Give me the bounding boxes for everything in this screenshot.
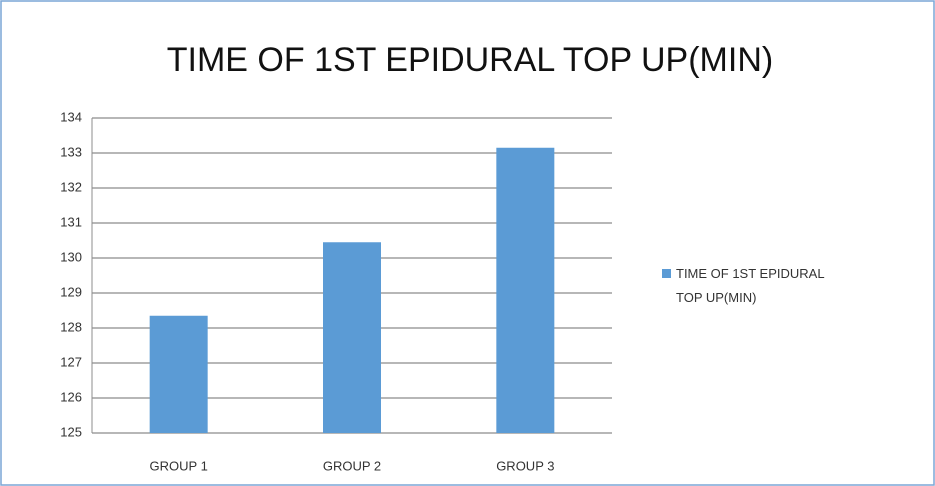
legend-label: TIME OF 1ST EPIDURAL TOP UP(MIN)	[676, 266, 825, 305]
y-tick-label: 130	[60, 249, 82, 264]
y-tick-label: 131	[60, 214, 82, 229]
y-tick-label: 128	[60, 319, 82, 334]
y-tick-label: 132	[60, 179, 82, 194]
legend-swatch	[662, 269, 671, 278]
chart-title: TIME OF 1ST EPIDURAL TOP UP(MIN)	[167, 41, 773, 79]
bar	[149, 315, 208, 433]
y-tick-label: 134	[60, 109, 82, 124]
y-tick-label: 129	[60, 284, 82, 299]
y-tick-label: 133	[60, 144, 82, 159]
y-tick-label: 127	[60, 354, 82, 369]
x-tick-label: GROUP 3	[496, 458, 554, 473]
bar	[496, 147, 555, 433]
x-tick-label: GROUP 1	[150, 458, 208, 473]
y-tick-label: 125	[60, 424, 82, 439]
x-tick-label: GROUP 2	[323, 458, 381, 473]
y-tick-label: 126	[60, 389, 82, 404]
bar	[323, 242, 381, 433]
